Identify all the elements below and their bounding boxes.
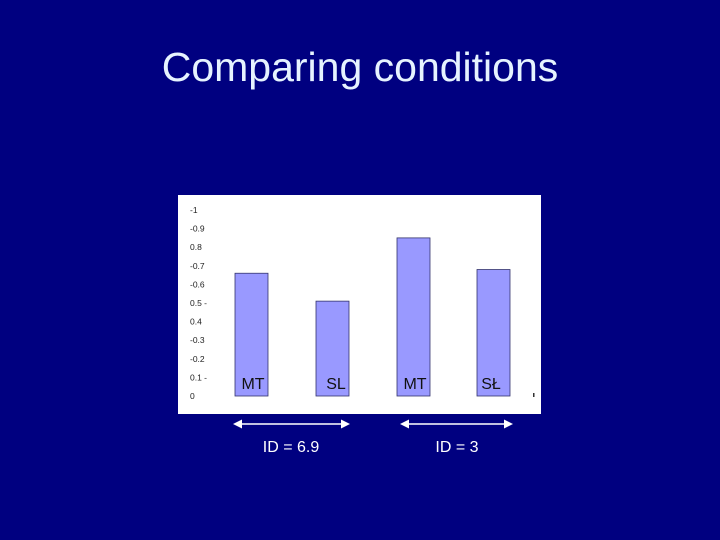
group-label: ID = 6.9 <box>263 439 320 456</box>
y-tick-label: -0.3 <box>190 335 205 345</box>
y-tick-label: -0.7 <box>190 261 205 271</box>
bar <box>396 237 431 397</box>
y-tick-label: -0.9 <box>190 224 205 234</box>
category-label: SL <box>326 376 346 393</box>
y-tick-label: -1 <box>190 205 198 215</box>
arrow-head-left <box>233 419 242 429</box>
y-tick-label: -0.2 <box>190 354 205 364</box>
y-tick-label: 0.5 - <box>190 298 207 308</box>
bar <box>315 300 350 397</box>
y-tick-label: 0.1 - <box>190 372 207 382</box>
group-brackets: ID = 6.9 ID = 3 <box>233 419 513 456</box>
group-label: ID = 3 <box>435 439 478 456</box>
slide-title: Comparing conditions <box>161 44 559 90</box>
y-tick-label: 0.4 <box>190 317 202 327</box>
category-labels: MT SL MT SŁ <box>241 376 500 393</box>
arrow-head-right <box>341 419 350 429</box>
bar <box>234 272 269 397</box>
bar <box>476 269 511 397</box>
y-tick-label: -0.6 <box>190 279 205 289</box>
arrow-head-left <box>400 419 409 429</box>
y-tick-label: 0 <box>190 391 195 401</box>
y-tick-label: 0.8 <box>190 242 202 252</box>
arrow-head-right <box>504 419 513 429</box>
category-label: SŁ <box>481 376 501 393</box>
y-axis-ticks: 0 0.1 - -0.2 -0.3 0.4 0.5 - -0.6 -0.7 0.8 -0.9 -1 <box>190 205 207 401</box>
category-label: MT <box>403 376 426 393</box>
bars <box>234 237 511 397</box>
axis-end-mark <box>533 393 535 397</box>
category-label: MT <box>241 376 264 393</box>
